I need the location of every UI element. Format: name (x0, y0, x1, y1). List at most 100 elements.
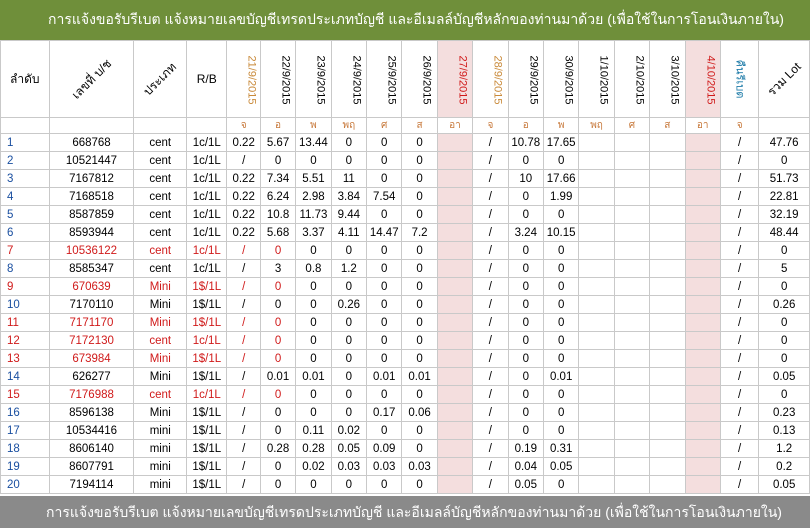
row-account: 7176988 (48, 385, 135, 404)
row-value: 0 (542, 331, 580, 350)
row-value: 0.06 (401, 403, 438, 422)
header-index: ลำดับ (0, 40, 50, 118)
row-value (649, 133, 686, 152)
row-value: 0 (507, 349, 544, 368)
row-value: 0.22 (226, 205, 261, 224)
row-value: 0 (330, 349, 368, 368)
row-value (578, 223, 615, 242)
row-total: 0.23 (758, 403, 810, 422)
weekday-8: อ (507, 117, 544, 134)
table-row: 7 10536122 cent 1c/1L/0 0 0 0 0/0 0/0 (0, 241, 810, 260)
row-value: / (226, 475, 261, 494)
header-date-6: 27/9/2015 (436, 40, 474, 118)
row-total: 22.81 (758, 187, 810, 206)
row-value: / (226, 385, 261, 404)
row-value: 0 (507, 385, 544, 404)
row-index: 1 (0, 133, 50, 152)
row-value: 0 (542, 151, 580, 170)
row-index: 11 (0, 313, 50, 332)
row-type: mini (133, 475, 188, 494)
row-value (684, 187, 721, 206)
row-value: 9.44 (330, 205, 368, 224)
header-date-2: 23/9/2015 (295, 40, 332, 118)
row-value: / (719, 277, 760, 296)
row-index: 3 (0, 169, 50, 188)
row-value (649, 151, 686, 170)
row-type: cent (133, 187, 188, 206)
row-value (578, 421, 615, 440)
row-value: 0 (401, 133, 438, 152)
row-value: / (472, 439, 509, 458)
row-rb: 1c/1L (186, 133, 228, 152)
row-type: Mini (133, 349, 188, 368)
row-value (578, 295, 615, 314)
row-value: / (719, 151, 760, 170)
row-value (436, 295, 474, 314)
row-value: / (226, 277, 261, 296)
row-total: 48.44 (758, 223, 810, 242)
row-value (578, 367, 615, 386)
row-value: 3.84 (330, 187, 368, 206)
row-value: 0.26 (330, 295, 368, 314)
row-value (613, 475, 651, 494)
row-value: 3.24 (507, 223, 544, 242)
row-account: 8593944 (48, 223, 135, 242)
row-account: 8606140 (48, 439, 135, 458)
weekday-0: จ (226, 117, 261, 134)
header-date-1: 22/9/2015 (259, 40, 297, 118)
top-banner: การแจ้งขอรับรีเบต แจ้งหมายเลขบัญชีเทรดปร… (0, 0, 810, 40)
row-total: 5 (758, 259, 810, 278)
row-value: 0 (295, 241, 332, 260)
row-value: 0 (259, 331, 297, 350)
row-value: / (226, 421, 261, 440)
row-value: 0 (542, 259, 580, 278)
row-value: / (226, 241, 261, 260)
row-value (649, 169, 686, 188)
row-value (436, 385, 474, 404)
rebate-table: ลำดับ เลขที่ บ/ช ประเภท R/B 21/9/2015 22/… (0, 40, 810, 494)
table-row: 10 7170110 Mini 1$/1L/0 0 0.26 0 0/0 0/0.26 (0, 295, 810, 314)
row-rb: 1$/1L (186, 349, 228, 368)
row-value (613, 295, 651, 314)
row-value: 0 (542, 349, 580, 368)
row-rb: 1$/1L (186, 421, 228, 440)
header-date-9: 30/9/2015 (542, 40, 580, 118)
table-row: 5 8587859 cent 1c/1L 0.22 10.8 11.73 9.44 0 0/0 0/… (0, 205, 810, 224)
row-index: 2 (0, 151, 50, 170)
row-value: 0 (259, 385, 297, 404)
row-value (613, 223, 651, 242)
row-account: 668768 (48, 133, 135, 152)
row-value: / (719, 439, 760, 458)
row-value (649, 403, 686, 422)
row-value: / (226, 349, 261, 368)
row-value: 1.2 (330, 259, 368, 278)
row-value: 0 (507, 205, 544, 224)
row-value: 0.03 (366, 457, 403, 476)
row-value (578, 133, 615, 152)
row-value: 0 (366, 349, 403, 368)
row-value: 0 (259, 475, 297, 494)
row-value: / (226, 295, 261, 314)
header-type: ประเภท (133, 40, 188, 118)
table-row: 4 7168518 cent 1c/1L 0.22 6.24 2.98 3.84 7.54 0/0… (0, 187, 810, 206)
row-account: 626277 (48, 367, 135, 386)
table-row: 8 8585347 cent 1c/1L/3 0.8 1.2 0 0/0 0/5 (0, 259, 810, 278)
row-rb: 1c/1L (186, 169, 228, 188)
row-value: / (719, 367, 760, 386)
row-value (613, 241, 651, 260)
row-value (436, 133, 474, 152)
row-value: 10.78 (507, 133, 544, 152)
row-value (436, 205, 474, 224)
row-total: 0 (758, 277, 810, 296)
row-value (578, 259, 615, 278)
row-type: Mini (133, 295, 188, 314)
row-value (578, 205, 615, 224)
row-value: 0 (330, 277, 368, 296)
row-value: 0.22 (226, 187, 261, 206)
row-value (613, 205, 651, 224)
row-value: 7.54 (366, 187, 403, 206)
row-value (649, 295, 686, 314)
row-value: 0 (401, 277, 438, 296)
row-total: 0 (758, 151, 810, 170)
row-value: / (472, 151, 509, 170)
